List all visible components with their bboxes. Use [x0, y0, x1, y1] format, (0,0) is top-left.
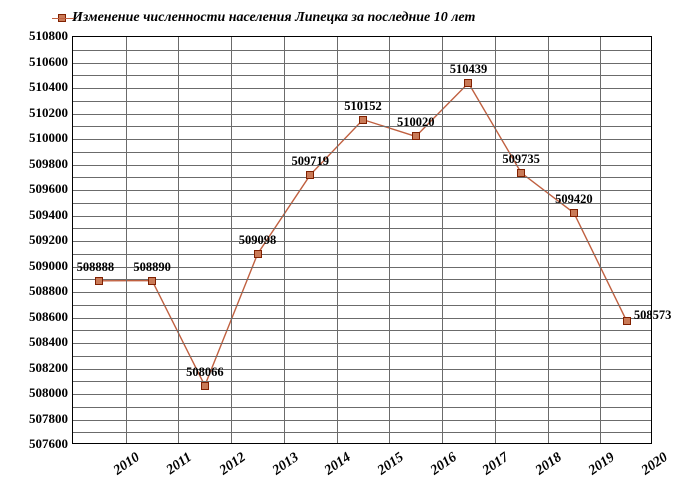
- population-chart: Изменение численности населения Липецка …: [0, 0, 680, 500]
- data-marker: [95, 277, 103, 285]
- gridline-h: [73, 165, 651, 166]
- x-tick-label: 2010: [111, 450, 143, 479]
- data-label: 510439: [450, 62, 488, 77]
- gridline-h: [73, 139, 651, 140]
- gridline-v: [284, 37, 285, 443]
- gridline-h-minor: [73, 356, 651, 357]
- data-label: 508890: [133, 260, 171, 275]
- x-tick-label: 2020: [639, 450, 671, 479]
- y-tick-label: 507800: [0, 411, 68, 427]
- legend-label: Изменение численности населения Липецка …: [72, 10, 475, 26]
- gridline-h-minor: [73, 254, 651, 255]
- gridline-h: [73, 318, 651, 319]
- data-marker: [623, 317, 631, 325]
- gridline-h: [73, 216, 651, 217]
- gridline-h-minor: [73, 50, 651, 51]
- gridline-h-minor: [73, 152, 651, 153]
- y-tick-label: 507600: [0, 436, 68, 452]
- legend: Изменение численности населения Липецка …: [58, 10, 475, 26]
- x-tick-label: 2015: [375, 450, 407, 479]
- legend-line: [52, 18, 74, 19]
- y-tick-label: 508200: [0, 360, 68, 376]
- data-marker: [359, 116, 367, 124]
- data-label: 508888: [77, 260, 115, 275]
- y-tick-label: 509000: [0, 258, 68, 274]
- gridline-v: [495, 37, 496, 443]
- y-tick-label: 508800: [0, 283, 68, 299]
- gridline-h: [73, 394, 651, 395]
- y-tick-label: 508600: [0, 309, 68, 325]
- x-tick-label: 2018: [533, 450, 565, 479]
- y-tick-label: 510400: [0, 79, 68, 95]
- gridline-h: [73, 114, 651, 115]
- data-label: 509719: [292, 154, 330, 169]
- gridline-v: [442, 37, 443, 443]
- data-label: 509420: [555, 192, 593, 207]
- gridline-v: [126, 37, 127, 443]
- gridline-h: [73, 343, 651, 344]
- y-tick-label: 508400: [0, 334, 68, 350]
- gridline-h-minor: [73, 228, 651, 229]
- gridline-v: [600, 37, 601, 443]
- gridline-h-minor: [73, 330, 651, 331]
- data-label: 508066: [186, 365, 224, 380]
- x-tick-label: 2017: [481, 450, 513, 479]
- gridline-h: [73, 369, 651, 370]
- data-label: 510020: [397, 115, 435, 130]
- data-marker: [148, 277, 156, 285]
- gridline-h-minor: [73, 305, 651, 306]
- gridline-v: [548, 37, 549, 443]
- gridline-h-minor: [73, 279, 651, 280]
- data-marker: [464, 79, 472, 87]
- gridline-h: [73, 241, 651, 242]
- data-marker: [570, 209, 578, 217]
- gridline-h-minor: [73, 432, 651, 433]
- x-tick-label: 2014: [322, 450, 354, 479]
- data-marker: [254, 250, 262, 258]
- gridline-h-minor: [73, 381, 651, 382]
- x-tick-label: 2016: [428, 450, 460, 479]
- gridline-h: [73, 420, 651, 421]
- y-tick-label: 508000: [0, 385, 68, 401]
- x-tick-label: 2019: [586, 450, 618, 479]
- gridline-h: [73, 88, 651, 89]
- gridline-h-minor: [73, 75, 651, 76]
- data-marker: [412, 132, 420, 140]
- gridline-v: [337, 37, 338, 443]
- data-marker: [201, 382, 209, 390]
- x-tick-label: 2011: [164, 450, 195, 479]
- x-tick-label: 2013: [270, 450, 302, 479]
- gridline-v: [231, 37, 232, 443]
- x-tick-label: 2012: [217, 450, 249, 479]
- data-label: 509735: [502, 152, 540, 167]
- y-tick-label: 509400: [0, 207, 68, 223]
- gridline-h-minor: [73, 407, 651, 408]
- y-tick-label: 509200: [0, 232, 68, 248]
- data-label: 509098: [239, 233, 277, 248]
- y-tick-label: 510600: [0, 54, 68, 70]
- y-tick-label: 509800: [0, 156, 68, 172]
- y-tick-label: 509600: [0, 181, 68, 197]
- data-label: 508573: [634, 308, 672, 323]
- data-label: 510152: [344, 99, 382, 114]
- plot-area: 508888 508890 508066 509098 509719 510152 5100…: [72, 36, 652, 444]
- gridline-h: [73, 190, 651, 191]
- y-tick-label: 510000: [0, 130, 68, 146]
- gridline-h: [73, 63, 651, 64]
- gridline-v: [389, 37, 390, 443]
- gridline-h-minor: [73, 177, 651, 178]
- y-tick-label: 510800: [0, 28, 68, 44]
- data-marker: [306, 171, 314, 179]
- legend-marker: [58, 14, 66, 22]
- data-marker: [517, 169, 525, 177]
- gridline-h: [73, 292, 651, 293]
- gridline-v: [178, 37, 179, 443]
- gridline-h-minor: [73, 126, 651, 127]
- y-tick-label: 510200: [0, 105, 68, 121]
